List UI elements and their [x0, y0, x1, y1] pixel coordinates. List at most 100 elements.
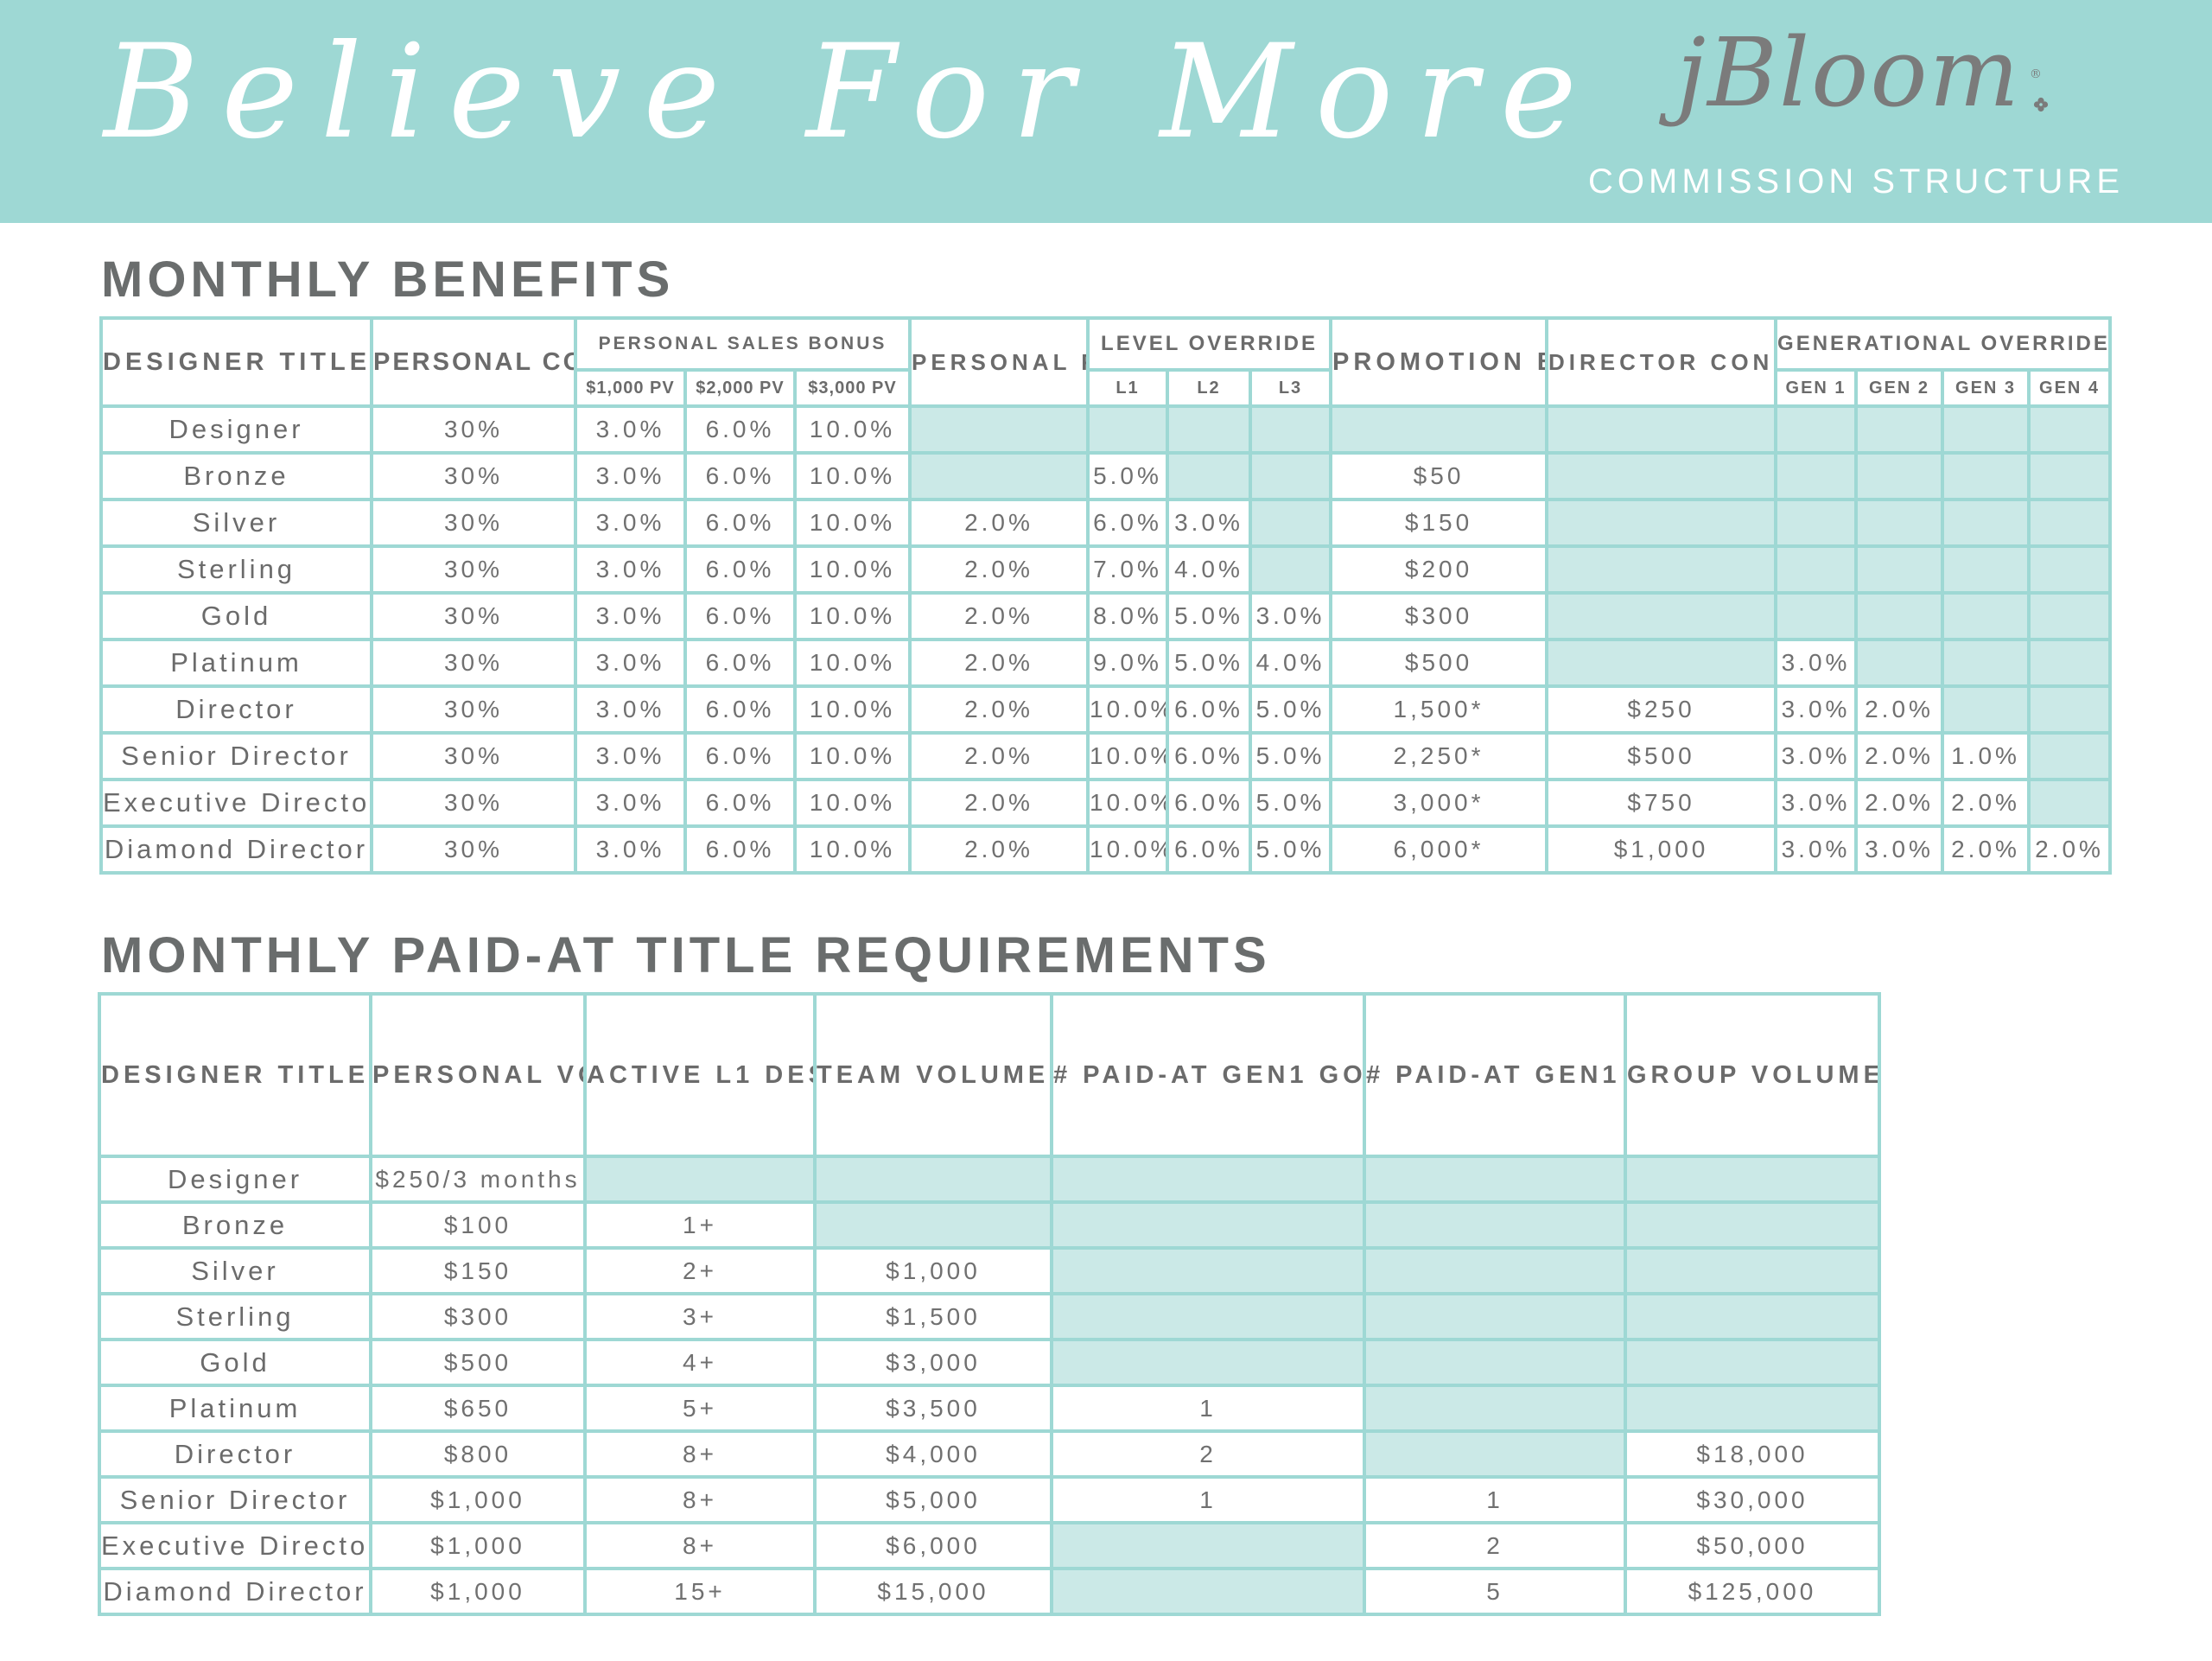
benefit-title-cell: Senior Director — [99, 731, 373, 781]
benefit-director-cell — [1545, 544, 1778, 595]
requirement-team-cell: $3,000 — [813, 1338, 1053, 1387]
requirement-team-cell: $5,000 — [813, 1475, 1053, 1524]
benefit-pv2000-cell: 6.0% — [683, 498, 797, 548]
requirement-directors-cell: 1 — [1363, 1475, 1627, 1524]
benefit-pv3000-cell: 10.0% — [793, 824, 912, 875]
benefit-l3-cell: 4.0% — [1248, 638, 1333, 688]
monthly-benefits-heading: MONTHLY BENEFITS — [101, 251, 675, 308]
benefit-l1-cell: 9.0% — [1086, 638, 1169, 688]
benefit-gen4-cell — [2027, 638, 2113, 688]
benefit-promotion-cell: 1,500* — [1329, 684, 1549, 735]
table-row: Silver $150 2+ $1,000 — [98, 1246, 1881, 1295]
requirement-gold-cell — [1050, 1200, 1366, 1250]
benefit-commission-cell: 30% — [370, 638, 577, 688]
requirement-title-cell: Platinum — [98, 1384, 372, 1433]
header-director-consistency-bonus: DIRECTOR CONSISTENCY BONUS — [1545, 316, 1778, 408]
benefit-commission-cell: 30% — [370, 544, 577, 595]
benefit-recruit-cell — [908, 451, 1090, 501]
requirement-personal-cell: $800 — [369, 1429, 587, 1479]
benefit-gen4-cell — [2027, 591, 2113, 641]
benefit-gen4-cell — [2027, 731, 2113, 781]
benefit-l2-cell: 6.0% — [1166, 778, 1252, 828]
benefit-recruit-cell: 2.0% — [908, 731, 1090, 781]
requirement-gold-cell — [1050, 1338, 1366, 1387]
header-generational-override: GENERATIONAL OVERRIDE — [1774, 316, 2113, 372]
requirement-personal-cell: $1,000 — [369, 1567, 587, 1616]
benefit-title-cell: Executive Director — [99, 778, 373, 828]
benefit-promotion-cell: 6,000* — [1329, 824, 1549, 875]
req-header-team-volume: TEAM VOLUME (PV + L1PV) — [813, 992, 1053, 1158]
requirement-active-cell: 4+ — [583, 1338, 817, 1387]
benefit-promotion-cell — [1329, 404, 1549, 455]
benefit-commission-cell: 30% — [370, 824, 577, 875]
table-row: Sterling $300 3+ $1,500 — [98, 1292, 1881, 1341]
benefit-recruit-cell: 2.0% — [908, 498, 1090, 548]
requirement-group-cell — [1624, 1292, 1881, 1341]
benefit-pv1000-cell: 3.0% — [574, 404, 687, 455]
requirement-title-cell: Silver — [98, 1246, 372, 1295]
requirement-group-cell — [1624, 1338, 1881, 1387]
benefit-commission-cell: 30% — [370, 404, 577, 455]
benefit-pv2000-cell: 6.0% — [683, 824, 797, 875]
benefit-promotion-cell: 2,250* — [1329, 731, 1549, 781]
table-row: Bronze 30% 3.0% 6.0% 10.0% 5.0% $50 — [99, 451, 2113, 501]
benefit-gen3-cell — [1941, 684, 2031, 735]
benefit-pv3000-cell: 10.0% — [793, 684, 912, 735]
requirement-team-cell — [813, 1200, 1053, 1250]
benefit-commission-cell: 30% — [370, 451, 577, 501]
requirement-team-cell: $1,500 — [813, 1292, 1053, 1341]
requirement-title-cell: Gold — [98, 1338, 372, 1387]
requirement-gold-cell: 2 — [1050, 1429, 1366, 1479]
requirement-group-cell: $50,000 — [1624, 1521, 1881, 1570]
benefit-gen1-cell: 3.0% — [1774, 684, 1859, 735]
benefit-l1-cell: 10.0% — [1086, 778, 1169, 828]
req-header-group-volume: GROUP VOLUME (PV+PV from L1+L2+L3) — [1624, 992, 1881, 1158]
benefit-director-cell — [1545, 451, 1778, 501]
benefit-l1-cell: 7.0% — [1086, 544, 1169, 595]
requirement-active-cell — [583, 1155, 817, 1204]
benefit-gen1-cell: 3.0% — [1774, 824, 1859, 875]
benefit-title-cell: Diamond Director — [99, 824, 373, 875]
benefit-commission-cell: 30% — [370, 731, 577, 781]
benefit-pv1000-cell: 3.0% — [574, 778, 687, 828]
benefit-gen1-cell — [1774, 498, 1859, 548]
requirement-group-cell: $125,000 — [1624, 1567, 1881, 1616]
benefit-promotion-cell: $300 — [1329, 591, 1549, 641]
requirement-title-cell: Designer — [98, 1155, 372, 1204]
benefit-l2-cell: 3.0% — [1166, 498, 1252, 548]
req-header-personal-volume: PERSONAL VOLUME — [369, 992, 587, 1158]
requirement-gold-cell: 1 — [1050, 1475, 1366, 1524]
benefit-pv3000-cell: 10.0% — [793, 778, 912, 828]
requirement-directors-cell: 5 — [1363, 1567, 1627, 1616]
header-3000-pv: $3,000 PV — [793, 368, 912, 408]
header-l3: L3 — [1248, 368, 1333, 408]
table-row: Bronze $100 1+ — [98, 1200, 1881, 1250]
script-title: Believe For More — [104, 17, 1599, 168]
requirement-team-cell: $15,000 — [813, 1567, 1053, 1616]
benefit-commission-cell: 30% — [370, 591, 577, 641]
benefit-gen2-cell: 3.0% — [1854, 824, 1945, 875]
benefit-gen2-cell: 2.0% — [1854, 778, 1945, 828]
header-designer-title: DESIGNER TITLE — [99, 316, 373, 408]
benefit-director-cell: $250 — [1545, 684, 1778, 735]
benefit-l1-cell: 6.0% — [1086, 498, 1169, 548]
registered-mark: ® — [2029, 67, 2044, 81]
benefit-l3-cell: 5.0% — [1248, 731, 1333, 781]
benefit-l3-cell: 3.0% — [1248, 591, 1333, 641]
benefit-pv2000-cell: 6.0% — [683, 451, 797, 501]
requirement-personal-cell: $1,000 — [369, 1475, 587, 1524]
header-gen4: GEN 4 — [2027, 368, 2113, 408]
benefit-gen4-cell — [2027, 451, 2113, 501]
table-row: Director $800 8+ $4,000 2 $18,000 — [98, 1429, 1881, 1479]
benefits-rows: Designer 30% 3.0% 6.0% 10.0% Bronze 30% 3.0% 6.0… — [99, 404, 2113, 875]
benefit-pv1000-cell: 3.0% — [574, 824, 687, 875]
benefit-gen4-cell — [2027, 778, 2113, 828]
benefit-recruit-cell: 2.0% — [908, 684, 1090, 735]
benefit-recruit-cell: 2.0% — [908, 778, 1090, 828]
benefit-gen3-cell — [1941, 498, 2031, 548]
requirement-title-cell: Sterling — [98, 1292, 372, 1341]
benefit-gen3-cell — [1941, 404, 2031, 455]
benefit-recruit-cell: 2.0% — [908, 824, 1090, 875]
requirement-active-cell: 8+ — [583, 1429, 817, 1479]
header-1000-pv: $1,000 PV — [574, 368, 687, 408]
